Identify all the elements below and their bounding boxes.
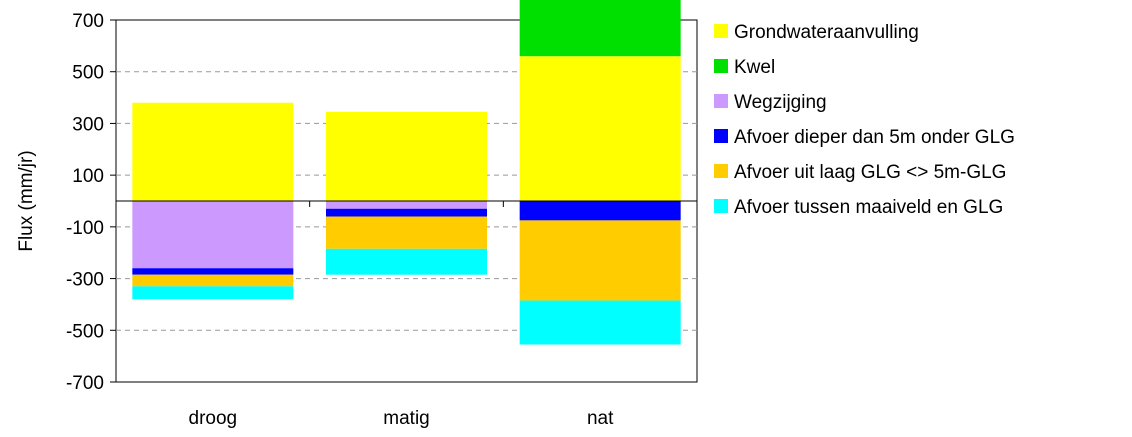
x-axis: droog matig nat [189,408,615,429]
y-tick-label: 700 [72,11,104,32]
legend-label: Afvoer dieper dan 5m onder GLG [734,127,1015,148]
x-tick-label: nat [587,408,614,429]
legend-label: Wegzijging [734,92,827,113]
y-axis-title: Flux (mm/jr) [16,150,37,251]
y-tick-label: -500 [66,321,104,342]
bar-segment [132,102,294,201]
x-tick-label: matig [383,408,429,429]
legend-swatch [714,129,728,143]
y-axis: 700 500 300 100 -100 -300 -500 -700 [66,11,116,394]
legend-label: Afvoer tussen maaiveld en GLG [734,197,1003,218]
y-tick-label: 500 [72,63,104,84]
legend: Grondwateraanvulling Kwel Wegzijging Afvoer… [714,22,1015,218]
legend-swatch [714,24,728,38]
legend-label: Kwel [734,57,775,78]
x-tick-marks [309,201,504,207]
legend-label: Afvoer uit laag GLG <> 5m-GLG [734,162,1006,183]
bar-segment [519,0,681,57]
bar-segment [326,248,487,275]
bar-segment [519,56,681,202]
legend-swatch [714,94,728,108]
bar-segment [132,274,294,287]
bar-segment [519,300,681,345]
bar-segment [132,201,294,269]
bar-segment [132,268,294,275]
bar-segment [132,286,294,300]
legend-swatch [714,164,728,178]
x-tick-label: droog [189,408,238,429]
bar-segment [326,216,487,249]
legend-swatch [714,59,728,73]
y-tick-label: -100 [66,218,104,239]
bar-segment [519,220,681,301]
y-tick-label: -300 [66,270,104,291]
legend-label: Grondwateraanvulling [734,22,919,43]
y-tick-label: 300 [72,114,104,135]
y-tick-label: -700 [66,373,104,394]
bar-segment [326,201,487,209]
plot-area [115,0,698,383]
legend-swatch [714,199,728,213]
bar-segment [326,111,487,201]
bars [132,0,681,345]
y-tick-label: 100 [72,166,104,187]
bar-segment [326,208,487,217]
bar-segment [519,201,681,221]
